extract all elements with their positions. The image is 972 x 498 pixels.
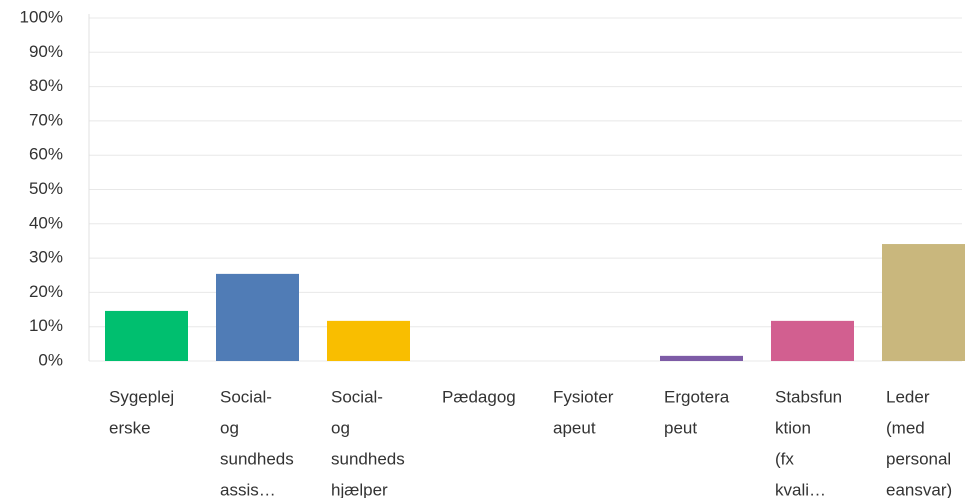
x-tick-label: assis…: [220, 480, 276, 498]
bar: [771, 320, 854, 361]
x-tick-label: hjælper: [331, 480, 388, 498]
y-tick-label: 30%: [29, 248, 63, 267]
y-tick-label: 90%: [29, 42, 63, 61]
bar: [660, 355, 743, 361]
x-tick-label: og: [220, 418, 239, 437]
x-tick-label: (fx: [775, 449, 794, 468]
y-tick-label: 80%: [29, 76, 63, 95]
x-tick-label: ktion: [775, 418, 811, 437]
y-tick-label: 70%: [29, 110, 63, 129]
x-tick-label: kvali…: [775, 480, 826, 498]
y-tick-label: 40%: [29, 213, 63, 232]
x-tick-label: Ergotera: [664, 387, 730, 406]
y-tick-label: 10%: [29, 316, 63, 335]
x-tick-label: erske: [109, 418, 151, 437]
x-tick-label: Social-: [220, 387, 272, 406]
y-tick-label: 0%: [38, 350, 63, 369]
x-tick-label: sundheds: [220, 449, 294, 468]
bar: [882, 244, 965, 361]
x-tick-label: peut: [664, 418, 697, 437]
x-tick-label: Sygeplej: [109, 387, 174, 406]
x-tick-label: apeut: [553, 418, 596, 437]
x-tick-label: sundheds: [331, 449, 405, 468]
x-tick-label: Fysioter: [553, 387, 614, 406]
x-tick-label: og: [331, 418, 350, 437]
x-tick-label: Social-: [331, 387, 383, 406]
x-tick-label: (med: [886, 418, 925, 437]
x-tick-label: Stabsfun: [775, 387, 842, 406]
bar: [327, 320, 410, 361]
y-tick-label: 100%: [20, 7, 63, 26]
y-tick-label: 60%: [29, 145, 63, 164]
y-tick-label: 20%: [29, 282, 63, 301]
x-tick-label: Leder: [886, 387, 930, 406]
y-tick-label: 50%: [29, 179, 63, 198]
x-tick-label: eansvar): [886, 480, 952, 498]
x-tick-label: Pædagog: [442, 387, 516, 406]
bar: [216, 273, 299, 361]
x-tick-label: personal: [886, 449, 951, 468]
bar: [105, 310, 188, 361]
